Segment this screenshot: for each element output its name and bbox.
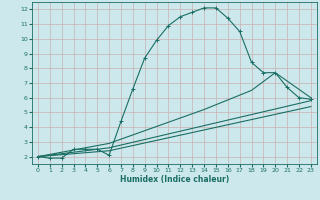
- X-axis label: Humidex (Indice chaleur): Humidex (Indice chaleur): [120, 175, 229, 184]
